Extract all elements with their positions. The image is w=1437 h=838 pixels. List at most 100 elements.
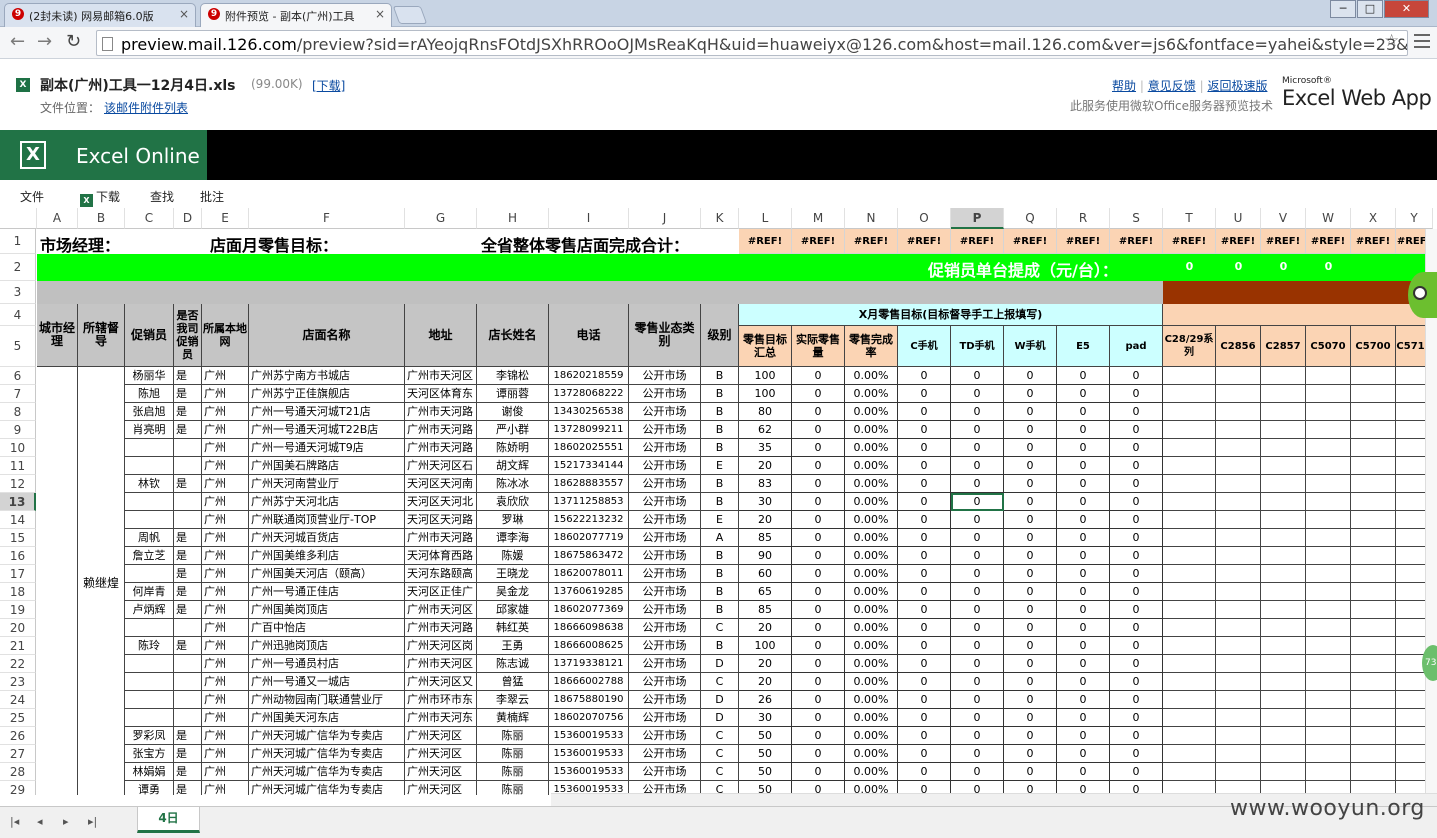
table-cell[interactable]: 何岸青 [125,583,174,601]
table-cell[interactable] [1351,637,1396,655]
table-cell[interactable] [1351,511,1396,529]
menu-icon[interactable] [1414,34,1430,48]
table-cell[interactable]: 0.00% [845,691,898,709]
row-header[interactable]: 12 [0,475,36,493]
maximize-button[interactable]: □ [1357,0,1383,18]
table-cell[interactable]: 公开市场 [629,547,701,565]
table-cell[interactable] [1306,547,1351,565]
table-cell[interactable] [1351,367,1396,385]
table-cell[interactable]: 陈志诚 [477,655,549,673]
table-cell[interactable] [1306,601,1351,619]
table-cell[interactable] [1261,709,1306,727]
table-cell[interactable]: 18602070756 [549,709,629,727]
table-cell[interactable]: 公开市场 [629,745,701,763]
row-header[interactable]: 14 [0,511,36,529]
table-cell[interactable] [1216,475,1261,493]
table-cell[interactable]: 广州 [202,655,249,673]
row-header[interactable]: 11 [0,457,36,475]
table-cell[interactable]: 0 [951,475,1004,493]
row-header[interactable]: 18 [0,583,36,601]
table-cell[interactable]: 广州天河城广信华为专卖店 [249,781,405,795]
table-cell[interactable] [1163,511,1216,529]
table-cell[interactable] [174,439,202,457]
table-cell[interactable]: 广州天河区 [405,727,477,745]
table-cell[interactable]: 0 [1057,367,1110,385]
table-cell[interactable]: 陈丽 [477,763,549,781]
back-icon[interactable]: ← [10,31,26,52]
table-cell[interactable]: 是 [174,367,202,385]
table-cell[interactable]: 广州一号通天河城T22B店 [249,421,405,439]
table-cell[interactable]: 周帆 [125,529,174,547]
column-header[interactable]: F [249,208,405,229]
table-cell[interactable]: 0 [1110,457,1163,475]
table-cell[interactable]: 韩红英 [477,619,549,637]
table-cell[interactable]: C [701,673,739,691]
table-cell[interactable]: 0 [1110,493,1163,511]
table-cell[interactable]: 0 [1004,727,1057,745]
table-cell[interactable] [1351,727,1396,745]
table-cell[interactable]: 0 [792,781,845,795]
table-cell[interactable]: 0 [898,583,951,601]
table-cell[interactable]: 0 [1004,709,1057,727]
table-cell[interactable] [1261,529,1306,547]
table-cell[interactable]: 卢炳辉 [125,601,174,619]
table-cell[interactable]: 公开市场 [629,601,701,619]
sheet-tab[interactable]: 4日 [137,807,200,833]
table-cell[interactable]: 天河区天河路 [405,511,477,529]
table-cell[interactable]: 广州 [202,637,249,655]
table-cell[interactable] [1261,601,1306,619]
table-cell[interactable] [1216,691,1261,709]
table-cell[interactable]: 陈娇明 [477,439,549,457]
table-cell[interactable]: 陈丽 [477,727,549,745]
table-cell[interactable]: 0 [898,565,951,583]
table-cell[interactable] [1261,655,1306,673]
table-cell[interactable]: 陈冰冰 [477,475,549,493]
table-cell[interactable]: 0.00% [845,367,898,385]
table-cell[interactable]: 18666098638 [549,619,629,637]
table-cell[interactable] [125,619,174,637]
table-cell[interactable]: 13711258853 [549,493,629,511]
column-header[interactable]: A [37,208,78,229]
table-cell[interactable]: 20 [739,655,792,673]
table-cell[interactable]: 是 [174,421,202,439]
table-cell[interactable] [1306,367,1351,385]
table-cell[interactable] [125,493,174,511]
table-cell[interactable]: 50 [739,745,792,763]
table-cell[interactable]: 15360019533 [549,727,629,745]
table-cell[interactable]: 公开市场 [629,763,701,781]
table-cell[interactable]: 0.00% [845,763,898,781]
table-cell[interactable]: 0 [792,763,845,781]
table-cell[interactable]: 0 [951,403,1004,421]
table-cell[interactable]: 90 [739,547,792,565]
table-cell[interactable]: 0 [951,745,1004,763]
table-cell[interactable]: 0.00% [845,637,898,655]
table-cell[interactable] [1216,727,1261,745]
table-cell[interactable]: 公开市场 [629,781,701,795]
column-header[interactable]: N [845,208,898,229]
table-cell[interactable] [1306,691,1351,709]
table-cell[interactable]: 是 [174,475,202,493]
table-cell[interactable]: B [701,601,739,619]
table-cell[interactable]: 60 [739,565,792,583]
table-cell[interactable]: 广州市天河东 [405,709,477,727]
table-cell[interactable]: 是 [174,745,202,763]
table-cell[interactable] [1306,781,1351,795]
table-cell[interactable]: 广州一号通天河城T9店 [249,439,405,457]
table-cell[interactable]: 0 [792,457,845,475]
table-cell[interactable] [1351,475,1396,493]
row-header[interactable]: 20 [0,619,36,637]
table-cell[interactable]: 0 [898,637,951,655]
ref-error-cell[interactable]: #REF! [1306,229,1351,254]
table-cell[interactable]: 0 [792,529,845,547]
table-cell[interactable]: 袁欣欣 [477,493,549,511]
table-cell[interactable]: 公开市场 [629,385,701,403]
table-cell[interactable]: 胡文辉 [477,457,549,475]
table-cell[interactable] [1351,385,1396,403]
table-cell[interactable] [1163,439,1216,457]
table-cell[interactable]: 广州国美石牌路店 [249,457,405,475]
table-cell[interactable]: 0 [1004,367,1057,385]
table-cell[interactable]: 0 [792,619,845,637]
table-cell[interactable]: 0.00% [845,547,898,565]
table-cell[interactable] [1216,547,1261,565]
table-cell[interactable]: 0.00% [845,583,898,601]
